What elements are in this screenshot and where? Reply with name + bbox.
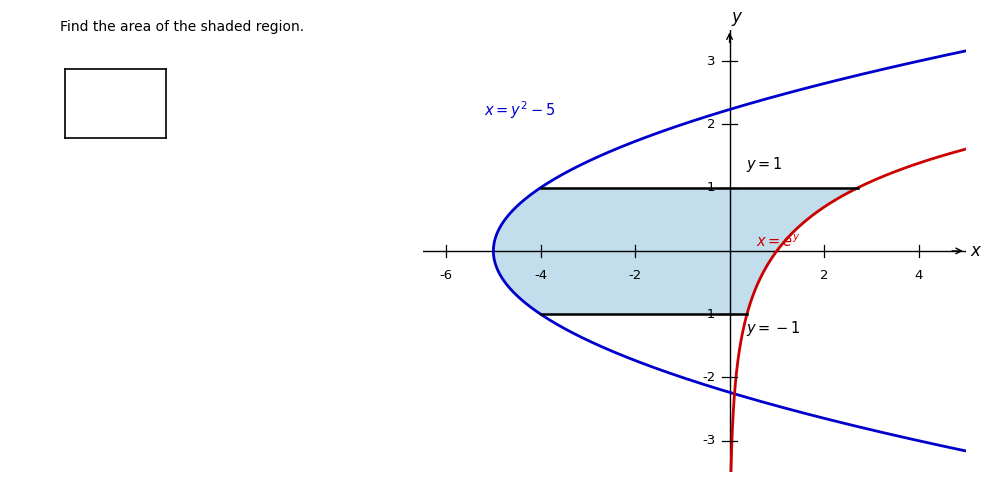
- Text: -4: -4: [534, 269, 547, 281]
- Text: $x = e^y$: $x = e^y$: [756, 233, 801, 250]
- Text: -3: -3: [702, 434, 715, 447]
- Text: -6: -6: [440, 269, 453, 281]
- Text: 2: 2: [820, 269, 828, 281]
- Text: $x = y^2 - 5$: $x = y^2 - 5$: [484, 99, 555, 121]
- Text: Find the area of the shaded region.: Find the area of the shaded region.: [60, 20, 305, 33]
- Text: y: y: [731, 8, 741, 27]
- Text: 4: 4: [914, 269, 923, 281]
- Text: 2: 2: [707, 118, 715, 131]
- Text: $y = 1$: $y = 1$: [746, 155, 783, 174]
- Text: -2: -2: [702, 371, 715, 384]
- Text: x: x: [971, 242, 981, 260]
- Text: -1: -1: [702, 308, 715, 321]
- Text: -2: -2: [629, 269, 642, 281]
- Text: $y = -1$: $y = -1$: [746, 319, 801, 338]
- Text: 1: 1: [707, 181, 715, 194]
- Text: 3: 3: [707, 55, 715, 67]
